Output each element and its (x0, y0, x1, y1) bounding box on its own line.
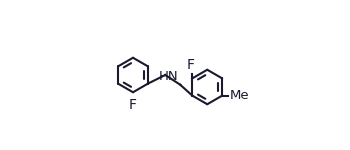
Text: F: F (129, 98, 137, 112)
Text: F: F (187, 58, 195, 72)
Text: Me: Me (230, 89, 249, 102)
Text: HN: HN (159, 70, 179, 83)
